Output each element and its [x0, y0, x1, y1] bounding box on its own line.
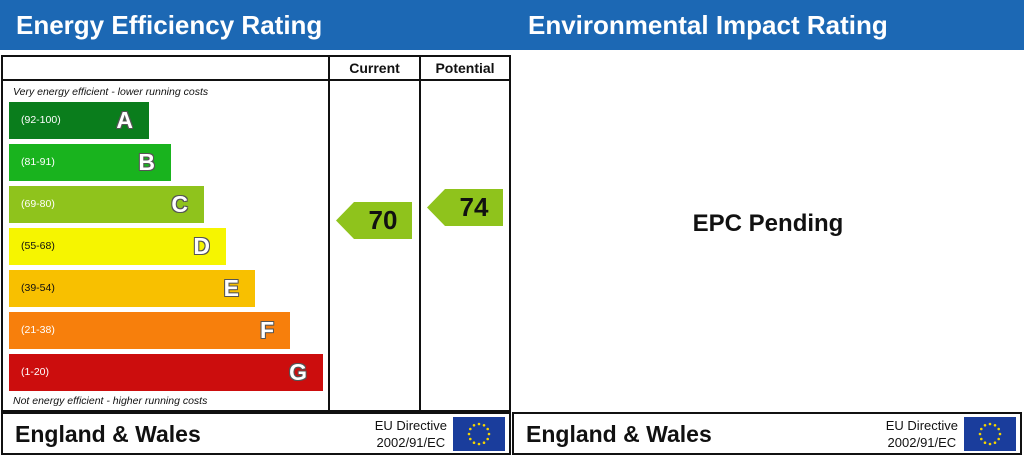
band-letter: B	[138, 149, 155, 175]
directive-line1: EU Directive	[885, 418, 958, 433]
band-d: (55-68) D	[9, 228, 226, 265]
band-range: (81-91)	[21, 156, 55, 168]
band-range: (39-54)	[21, 282, 55, 294]
eu-directive: EU Directive 2002/91/EC	[375, 417, 447, 451]
energy-footer: England & Wales EU Directive 2002/91/EC	[1, 412, 511, 455]
eu-flag-icon	[964, 417, 1016, 451]
band-range: (1-20)	[21, 366, 50, 378]
band-c: (69-80) C	[9, 186, 204, 223]
arrow-shape-icon	[336, 202, 412, 239]
current-rating-arrow: 70	[336, 202, 412, 239]
top-note: Very energy efficient - lower running co…	[13, 86, 209, 98]
country-label: England & Wales	[526, 421, 712, 447]
energy-rating-table: Current Potential Very energy efficient …	[1, 55, 511, 412]
band-letter: D	[193, 233, 210, 259]
band-g: (1-20) G	[9, 354, 323, 391]
environmental-impact-title: Environmental Impact Rating	[512, 0, 1024, 50]
eu-flag-icon	[453, 417, 505, 451]
directive-line1: EU Directive	[374, 418, 447, 433]
band-b: (81-91) B	[9, 144, 171, 181]
current-column-header: Current	[349, 60, 400, 76]
band-letter: E	[223, 275, 239, 301]
current-rating-value: 70	[368, 205, 398, 235]
eu-directive: EU Directive 2002/91/EC	[886, 417, 958, 451]
band-f: (21-38) F	[9, 312, 290, 349]
energy-efficiency-title: Energy Efficiency Rating	[0, 0, 512, 50]
potential-rating-arrow: 74	[427, 189, 503, 226]
potential-rating-value: 74	[459, 192, 489, 222]
band-letter: C	[171, 191, 188, 217]
column-divider	[328, 57, 330, 410]
band-letter: A	[116, 107, 133, 133]
epc-pending-status: EPC Pending	[692, 210, 844, 237]
band-range: (69-80)	[21, 198, 55, 210]
band-range: (92-100)	[21, 114, 61, 126]
directive-line2: 2002/91/EC	[376, 435, 446, 450]
potential-column-header: Potential	[435, 60, 495, 76]
band-letter: F	[259, 317, 274, 343]
band-a: (92-100) A	[9, 102, 149, 139]
band-e: (39-54) E	[9, 270, 255, 307]
directive-line2: 2002/91/EC	[887, 435, 957, 450]
column-divider	[419, 57, 421, 410]
header-divider	[3, 79, 509, 81]
band-range: (21-38)	[21, 324, 55, 336]
country-label: England & Wales	[15, 421, 201, 447]
environmental-footer: England & Wales EU Directive 2002/91/EC	[512, 412, 1022, 455]
band-range: (55-68)	[21, 240, 55, 252]
band-letter: G	[289, 359, 307, 385]
bottom-note: Not energy efficient - higher running co…	[13, 395, 208, 407]
arrow-shape-icon	[427, 189, 503, 226]
